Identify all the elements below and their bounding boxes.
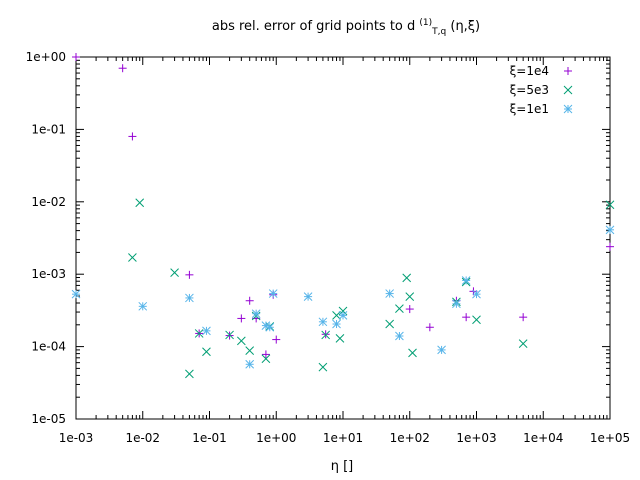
legend: ξ=1e4 ξ=5e3 ξ=1e1	[510, 64, 573, 116]
y-tick-label: 1e-01	[31, 122, 66, 136]
data-point	[405, 305, 414, 314]
data-point	[605, 200, 615, 210]
legend-label: ξ=5e3	[510, 83, 549, 97]
data-point	[519, 313, 528, 322]
data-point	[194, 329, 204, 338]
y-tick-label: 1e+00	[26, 50, 66, 64]
data-point	[265, 322, 275, 332]
data-point	[185, 270, 194, 279]
data-point	[321, 330, 331, 340]
data-point	[236, 336, 246, 346]
data-point	[261, 350, 270, 359]
data-point	[395, 331, 404, 341]
legend-marker	[563, 104, 573, 114]
x-axis-label: η []	[331, 459, 354, 474]
data-point	[245, 296, 254, 305]
x-tick-label: 1e-03	[59, 431, 94, 445]
chart-title: abs rel. error of grid points to d (1)T,…	[212, 18, 480, 37]
data-point	[402, 273, 412, 283]
data-point	[461, 276, 471, 285]
data-point	[332, 319, 341, 329]
data-point	[303, 292, 313, 301]
data-point	[261, 354, 271, 364]
data-point	[185, 369, 194, 379]
y-axis: 1e-05 1e-04 1e-03 1e-02 1e-01 1e+00	[26, 50, 610, 426]
data-point	[237, 314, 246, 323]
data-point	[606, 242, 614, 251]
data-point	[138, 301, 148, 311]
legend-label: ξ=1e4	[510, 64, 549, 78]
x-tick-label: 1e+05	[590, 431, 630, 445]
data-point	[202, 326, 211, 336]
legend-label: ξ=1e1	[510, 102, 549, 116]
data-point	[332, 311, 341, 320]
data-point	[170, 268, 179, 278]
data-point	[318, 362, 328, 372]
x-tick-label: 1e-01	[192, 431, 227, 445]
data-point	[425, 323, 434, 332]
data-point	[518, 339, 528, 348]
data-point	[385, 319, 395, 329]
x-tick-label: 1e+01	[323, 431, 363, 445]
data-point	[185, 293, 194, 303]
data-point	[318, 317, 328, 327]
data-point	[135, 198, 145, 208]
x-tick-label: 1e-02	[125, 431, 160, 445]
data-points	[71, 53, 615, 379]
x-tick-label: 1e+00	[256, 431, 296, 445]
data-point	[202, 347, 211, 357]
y-tick-label: 1e-04	[31, 340, 66, 354]
data-point	[462, 313, 471, 322]
data-point	[452, 299, 461, 309]
x-tick-label: 1e+04	[523, 431, 563, 445]
data-point	[118, 64, 127, 73]
data-point	[272, 335, 281, 344]
data-point	[335, 333, 345, 343]
data-point	[128, 253, 137, 262]
data-point	[408, 348, 417, 358]
y-tick-label: 1e-05	[31, 412, 66, 426]
x-tick-label: 1e+03	[456, 431, 496, 445]
data-point	[72, 53, 80, 61]
data-point	[395, 304, 404, 313]
data-point	[128, 132, 137, 141]
x-axis: 1e-03 1e-02 1e-01 1e+00 1e+01 1e+02 1e+03 1e+04…	[59, 57, 630, 445]
data-point	[245, 359, 255, 369]
legend-marker	[564, 67, 572, 75]
data-point	[472, 289, 481, 299]
data-point	[71, 289, 81, 299]
data-point	[605, 225, 615, 235]
data-point	[225, 330, 234, 340]
legend-marker	[563, 85, 573, 95]
data-point	[338, 306, 348, 316]
data-point	[472, 315, 481, 325]
y-tick-label: 1e-03	[31, 267, 66, 281]
data-point	[268, 289, 278, 298]
data-point	[385, 289, 395, 298]
data-point	[437, 345, 446, 355]
data-point	[251, 309, 261, 319]
y-tick-label: 1e-02	[31, 195, 66, 209]
x-tick-label: 1e+02	[390, 431, 430, 445]
data-point	[338, 311, 348, 320]
data-point	[405, 292, 415, 301]
data-point	[245, 346, 255, 355]
